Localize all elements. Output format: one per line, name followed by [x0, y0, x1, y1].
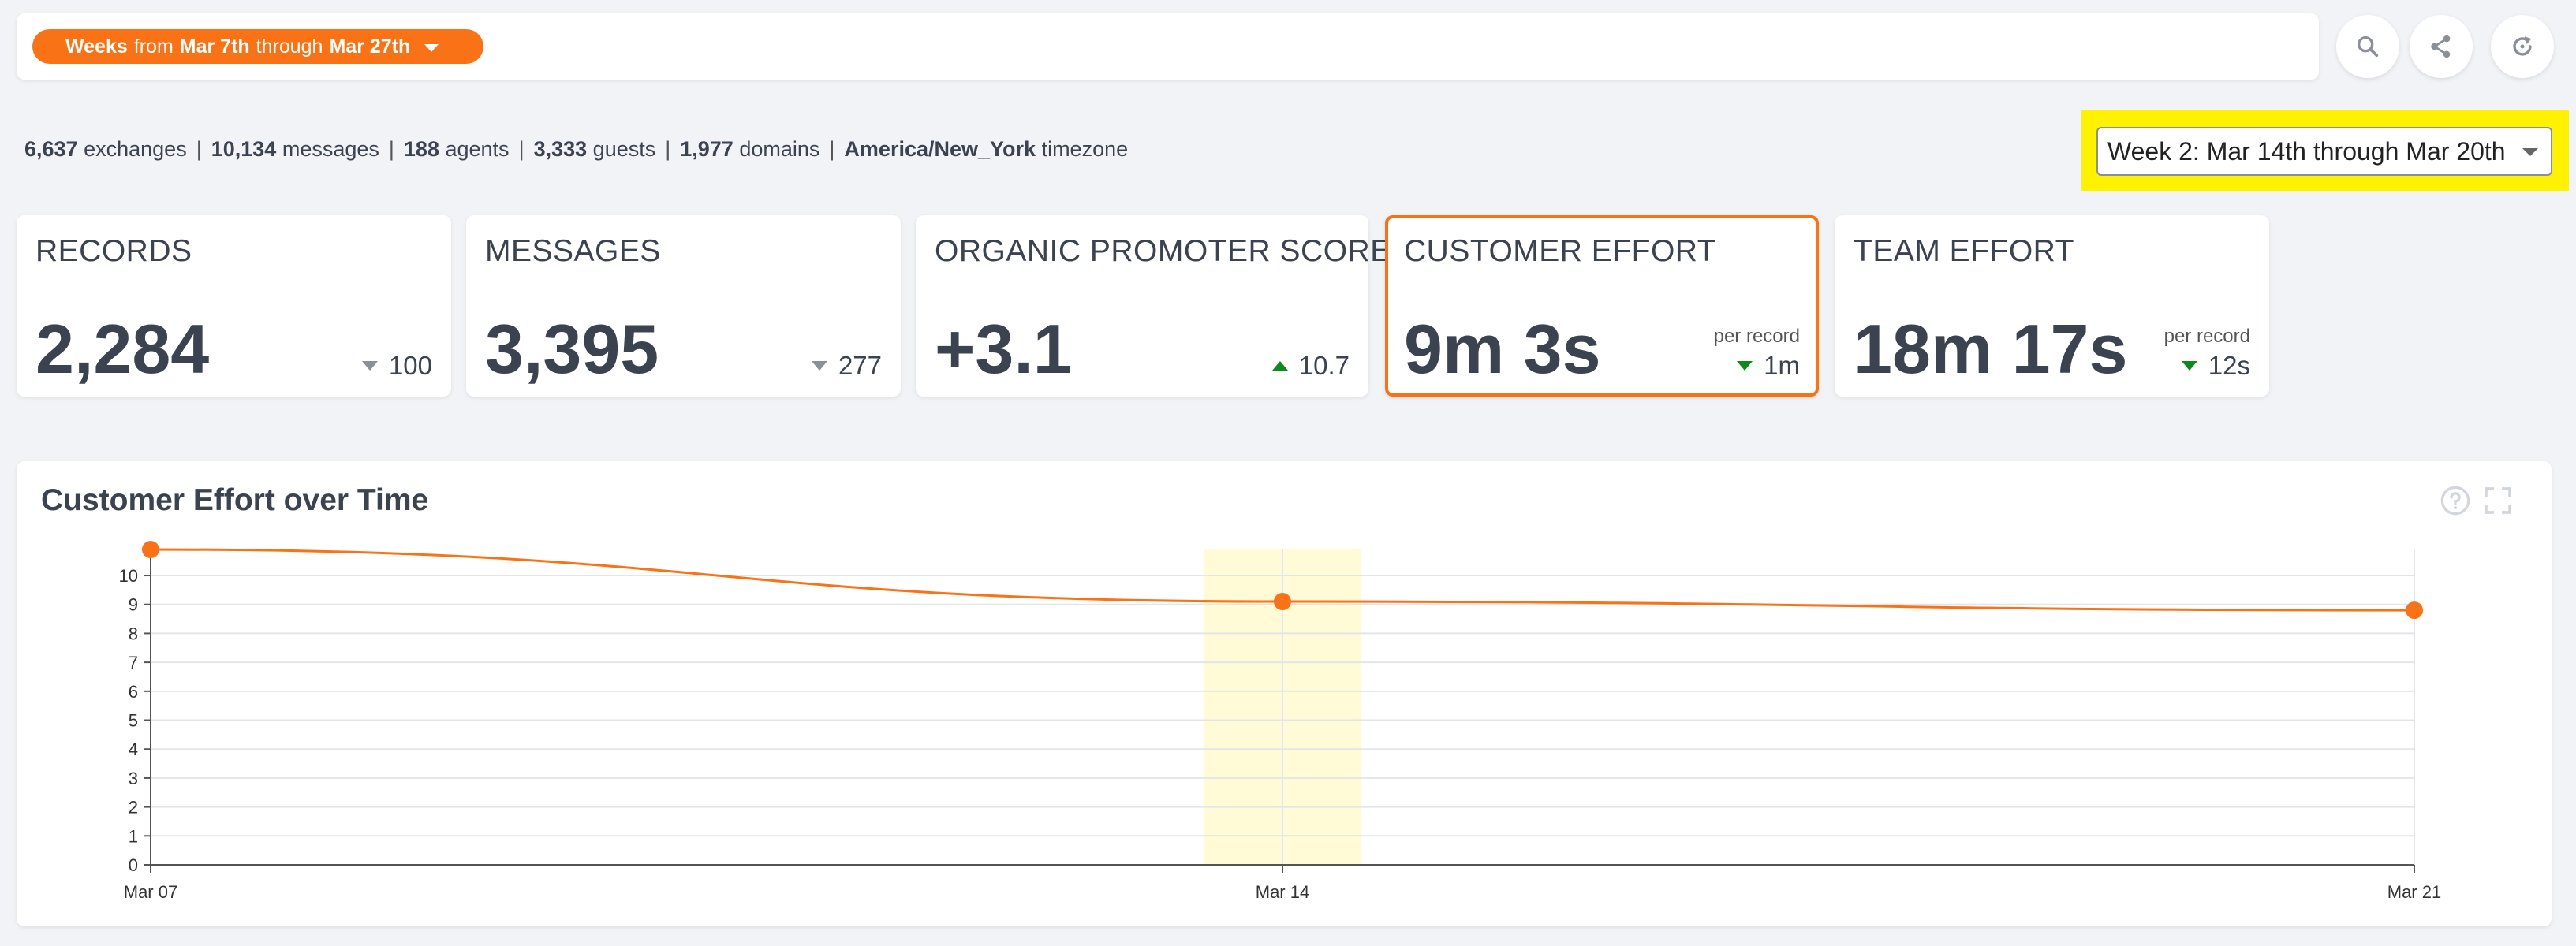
team-effort-value: 18m 17s	[1854, 310, 2128, 388]
trend-down-icon	[2181, 361, 2197, 371]
customer-effort-delta-value: 1m	[1764, 351, 1800, 380]
date-range-from-word: from	[133, 35, 174, 58]
domains-label: domains	[739, 137, 820, 161]
messages-title: MESSAGES	[485, 234, 661, 268]
stats-separator: |	[196, 137, 202, 161]
line-chart: 0 1 2 3 4 5 6 7 8 9 10 Mar 07 Mar 14 Mar 21	[119, 541, 2441, 902]
y-tick-label: 2	[129, 798, 138, 818]
agents-count: 188	[403, 137, 439, 161]
refresh-button[interactable]	[2491, 15, 2554, 78]
team-effort-sub: per record	[2163, 326, 2250, 347]
date-range-prefix: Weeks	[65, 35, 128, 58]
customer-effort-sub: per record	[1713, 326, 1800, 347]
date-range-through-word: through	[256, 35, 323, 58]
data-point	[142, 541, 159, 558]
y-tick-label: 0	[129, 855, 138, 875]
ops-value: +3.1	[935, 310, 1072, 388]
date-range-end: Mar 27th	[329, 35, 411, 58]
top-bar: Weeks from Mar 7th through Mar 27th	[17, 13, 2319, 80]
y-tick-label: 4	[129, 739, 138, 759]
chevron-down-icon	[2522, 148, 2538, 156]
team-effort-title: TEAM EFFORT	[1854, 234, 2074, 268]
customer-effort-delta: 1m	[1737, 351, 1800, 381]
exchanges-count: 6,637	[24, 137, 78, 161]
help-circle-icon[interactable]	[2440, 485, 2471, 516]
y-tick-label: 9	[129, 595, 138, 615]
search-icon	[2357, 35, 2379, 58]
expand-icon[interactable]	[2482, 485, 2514, 516]
domains-count: 1,977	[680, 137, 734, 161]
stats-separator: |	[829, 137, 835, 161]
messages-value: 3,395	[485, 310, 659, 388]
timezone-label: timezone	[1041, 137, 1129, 161]
messages-delta: 277	[811, 351, 882, 381]
trend-up-icon	[1271, 361, 1288, 371]
agents-label: agents	[445, 137, 510, 161]
week-select[interactable]: Week 2: Mar 14th through Mar 20th	[2096, 127, 2552, 176]
y-tick-label: 10	[119, 566, 138, 586]
messages-count: 10,134	[211, 137, 277, 161]
team-effort-card[interactable]: TEAM EFFORT 18m 17s per record 12s	[1835, 215, 2269, 397]
guests-label: guests	[592, 137, 656, 161]
y-tick-label: 5	[129, 711, 138, 731]
customer-effort-card[interactable]: CUSTOMER EFFORT 9m 3s per record 1m	[1385, 215, 1819, 397]
y-tick-label: 1	[129, 826, 138, 846]
records-card[interactable]: RECORDS 2,284 100	[17, 215, 451, 397]
ops-delta: 10.7	[1271, 351, 1350, 381]
stats-separator: |	[518, 137, 525, 161]
ops-title: ORGANIC PROMOTER SCORE	[935, 234, 1391, 268]
records-value: 2,284	[35, 310, 210, 388]
date-range-start: Mar 7th	[179, 35, 250, 58]
guests-count: 3,333	[533, 137, 588, 161]
exchanges-label: exchanges	[84, 137, 187, 161]
timezone-value: America/New_York	[844, 137, 1036, 161]
chart-toolbar	[2440, 485, 2514, 516]
messages-card[interactable]: MESSAGES 3,395 277	[466, 215, 901, 397]
x-tick-label: Mar 14	[1256, 882, 1309, 902]
team-effort-delta-value: 12s	[2208, 351, 2250, 380]
summary-stats: 6,637 exchanges | 10,134 messages | 188 agen…	[24, 137, 1128, 162]
customer-effort-value: 9m 3s	[1404, 310, 1601, 388]
records-delta-value: 100	[388, 351, 432, 380]
records-delta: 100	[361, 351, 432, 381]
search-button[interactable]	[2336, 15, 2399, 78]
y-tick-label: 8	[129, 624, 138, 643]
date-range-dropdown[interactable]: Weeks from Mar 7th through Mar 27th	[32, 29, 483, 64]
team-effort-delta: 12s	[2181, 351, 2250, 381]
customer-effort-title: CUSTOMER EFFORT	[1404, 234, 1717, 268]
x-tick-label: Mar 21	[2387, 882, 2441, 902]
data-point	[2406, 601, 2423, 620]
chevron-down-icon	[424, 44, 439, 52]
stats-separator: |	[388, 137, 394, 161]
data-point	[1274, 593, 1291, 611]
records-title: RECORDS	[35, 234, 192, 268]
trend-down-icon	[361, 361, 378, 371]
ops-delta-value: 10.7	[1298, 351, 1350, 380]
y-tick-label: 6	[129, 682, 138, 702]
x-tick-label: Mar 07	[124, 882, 177, 902]
trend-down-icon	[811, 361, 827, 371]
stats-separator: |	[665, 137, 671, 161]
y-tick-label: 7	[129, 653, 138, 672]
ops-card[interactable]: ORGANIC PROMOTER SCORE +3.1 10.7	[916, 215, 1391, 397]
trend-down-icon	[1737, 361, 1753, 371]
chart-title: Customer Effort over Time	[41, 483, 429, 517]
share-button[interactable]	[2410, 15, 2473, 78]
share-icon	[2431, 35, 2451, 58]
chart-card: Customer Effort over Time 0 1 2 3 4 5 6 7 8 9 10 Ma…	[17, 461, 2552, 926]
refresh-icon	[2513, 36, 2532, 56]
messages-label: messages	[282, 137, 379, 161]
y-tick-label: 3	[129, 769, 138, 788]
week-select-value: Week 2: Mar 14th through Mar 20th	[2107, 136, 2506, 166]
messages-delta-value: 277	[838, 351, 882, 380]
